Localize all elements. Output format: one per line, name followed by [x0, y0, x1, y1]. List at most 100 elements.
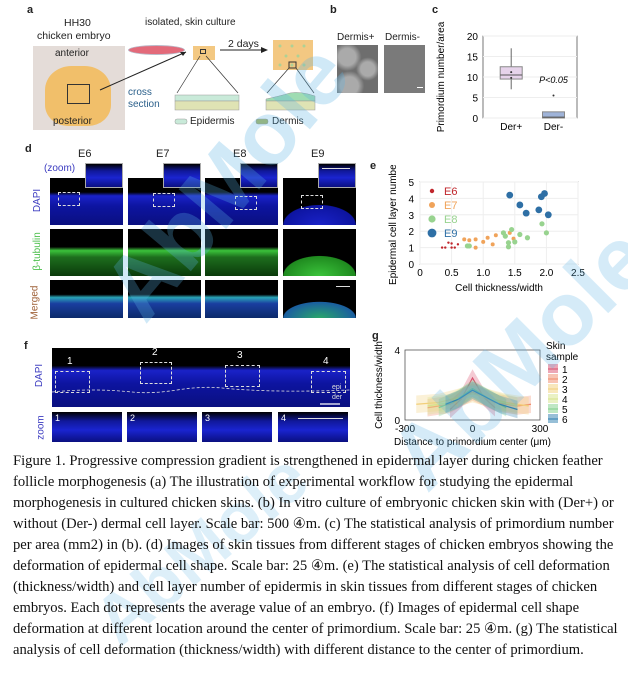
- scale-bar-f: [298, 418, 343, 419]
- region-box-1: [55, 371, 90, 393]
- y-tick-label: 5: [472, 94, 478, 105]
- stage-label-E6: E6: [78, 148, 92, 160]
- stage-label-E7: E7: [156, 148, 170, 160]
- region-box-2: [140, 362, 172, 384]
- zoom-inset-E6: [85, 163, 123, 188]
- zoom-number-1: 1: [55, 413, 61, 423]
- data-point: [510, 76, 513, 79]
- embryo-photo: [33, 46, 125, 130]
- panel-label-c: c: [432, 4, 439, 16]
- anterior-label: anterior: [55, 48, 89, 59]
- row-label-dapi: DAPI: [32, 188, 44, 213]
- legend-swatch-dermis: [255, 118, 269, 125]
- epidermis-layer: [174, 94, 240, 102]
- data-point: [510, 71, 513, 74]
- stage-label: HH30: [64, 17, 91, 29]
- zoom-region-box: [235, 196, 257, 210]
- x-tick-label: 300: [532, 424, 549, 435]
- stage-label-E8: E8: [233, 148, 247, 160]
- point-E9: [541, 190, 548, 197]
- p-value-annotation: P<0.05: [539, 75, 569, 85]
- confidence-band-1: [450, 369, 495, 419]
- zoom-inset-E8: [240, 163, 278, 188]
- y-tick-label: 4: [394, 346, 400, 357]
- x-tick-label: 2.5: [571, 268, 585, 279]
- row-label-tubulin: β-tubulin: [31, 232, 43, 271]
- panel-a-diagram: [99, 44, 316, 125]
- legend-marker-E7: [429, 202, 435, 208]
- zoom-number-2: 2: [130, 413, 136, 423]
- x-tick-label: 1.5: [508, 268, 522, 279]
- point-E6: [450, 246, 453, 249]
- point-E7: [481, 239, 486, 244]
- point-E8: [509, 226, 515, 233]
- legend-label-E7: E7: [444, 200, 457, 212]
- legend-label-1: 1: [562, 365, 568, 376]
- epi-label: epi: [332, 384, 342, 391]
- x-tick-label: 0: [417, 268, 423, 279]
- line-1: [449, 376, 496, 410]
- y-tick-label: 1: [408, 244, 414, 255]
- region-box-3: [225, 365, 260, 387]
- legend-marker-E8: [428, 215, 436, 223]
- region-number-2: 2: [152, 347, 158, 358]
- culture-label: isolated, skin culture: [145, 17, 236, 28]
- dermis-plus-image: [337, 45, 378, 93]
- y-tick-label: 3: [408, 211, 414, 222]
- point-E6: [456, 243, 460, 246]
- y-axis-label: Epidermal cell layer number: [388, 165, 399, 285]
- point-E9: [516, 201, 524, 209]
- legend-title: Skin: [546, 341, 565, 352]
- caption-line: deformation of epidermal cell shape. Sca…: [13, 558, 610, 574]
- legend-label-E9: E9: [444, 228, 457, 240]
- petri-dish-icon: [128, 45, 185, 55]
- legend-label-E6: E6: [444, 186, 457, 198]
- caption-line: without (Der-) dermal cell layer. Scale …: [13, 516, 614, 532]
- confidence-band-5: [438, 379, 507, 417]
- x-tick-label: 0.5: [445, 268, 459, 279]
- legend-label-4: 4: [562, 395, 568, 406]
- legend-epidermis: Epidermis: [190, 116, 235, 127]
- y-tick-label: 10: [467, 73, 479, 84]
- panel-label-b: b: [330, 4, 337, 16]
- panel-label-f: f: [24, 340, 28, 352]
- tub-image-E9: [283, 229, 356, 276]
- point-E7: [493, 233, 498, 238]
- point-E8: [505, 244, 512, 250]
- caption-line: Figure 1. Progressive compression gradie…: [13, 453, 603, 469]
- legend-marker-E9: [427, 228, 437, 238]
- zoom-region-box: [58, 192, 80, 206]
- zoom-inset-E9: [318, 163, 356, 188]
- point-E7: [462, 237, 467, 242]
- region-box-4: [311, 371, 346, 393]
- plot-frame: [419, 181, 579, 265]
- embryo-body: [45, 66, 111, 126]
- y-tick-label: 0: [394, 416, 400, 427]
- point-E6: [447, 241, 450, 244]
- plot-frame: [404, 349, 541, 421]
- y-tick-label: 5: [408, 178, 414, 189]
- scatter-plot-e: 0 0.5 1.0 1.5 2.0 2.5 0 1 2 3 4 5 Cell thickness/wid…: [388, 165, 585, 294]
- outlier-point: [552, 94, 555, 97]
- caption-line: (thickness/width) and cell layer number …: [13, 579, 598, 595]
- panel-label-a: a: [27, 4, 34, 16]
- mrg-image-E8: [205, 280, 278, 318]
- point-E8: [524, 235, 531, 241]
- point-E8: [539, 221, 545, 227]
- zoom-inset-E7: [163, 163, 201, 188]
- days-label: 2 days: [228, 38, 259, 50]
- point-E8: [505, 240, 512, 246]
- line-3: [416, 393, 529, 407]
- point-E6: [444, 246, 447, 249]
- caption-line: morphogenesis in cultured chicken skins.…: [13, 495, 614, 511]
- panel-label-e: e: [370, 160, 377, 172]
- confidence-band-3: [416, 385, 529, 415]
- row-label-f-dapi: DAPI: [34, 363, 46, 388]
- confidence-band-2: [427, 383, 531, 417]
- y-axis-label: Primordium number/area: [436, 21, 447, 132]
- cross-section-label-2: section: [128, 99, 160, 110]
- y-tick-label: 2: [408, 227, 414, 238]
- dermis-minus-label: Dermis-: [385, 32, 420, 43]
- dermis-minus-image: [384, 45, 425, 93]
